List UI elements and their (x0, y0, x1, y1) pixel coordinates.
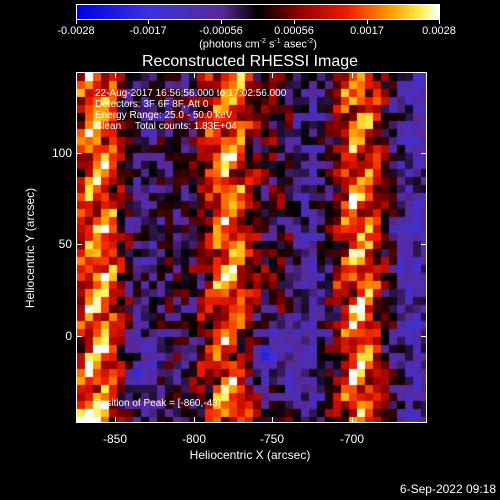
x-axis-label: Heliocentric X (arcsec) (189, 448, 311, 462)
colorbar-label: 0.0028 (422, 25, 456, 37)
plot-timestamp: 6-Sep-2022 09:18 (399, 482, 496, 496)
colorbar-tick (367, 19, 368, 24)
colorbar-label: 0.00056 (274, 25, 314, 37)
x-tick (194, 72, 195, 78)
info-detectors: Detectors: 3F 6F 8F, Att 0 (95, 99, 209, 110)
colorbar-tick (148, 19, 149, 24)
y-axis-label: Heliocentric Y (arcsec) (23, 187, 37, 309)
x-tick-label: -850 (102, 432, 128, 446)
colorbar-tick (294, 19, 295, 24)
colorbar-label: 0.0017 (350, 25, 384, 37)
x-tick (352, 417, 353, 423)
colorbar-tick (221, 19, 222, 24)
x-tick-label: -700 (339, 432, 365, 446)
x-tick-label: -800 (181, 432, 207, 446)
info-total-counts: Clean Total counts: 1.83E+04 (95, 121, 237, 132)
x-tick-label: -750 (259, 432, 285, 446)
y-tick (76, 336, 82, 337)
y-tick-label: 0 (65, 329, 72, 343)
heatmap (77, 73, 426, 422)
colorbar-unit: (photons cm-2 s-1 asec-2) (199, 38, 317, 51)
x-tick (115, 72, 116, 78)
y-tick (76, 153, 82, 154)
x-tick (115, 417, 116, 423)
colorbar-label: -0.0017 (129, 25, 167, 37)
colorbar (76, 4, 440, 20)
y-tick (421, 153, 427, 154)
y-tick-label: 100 (51, 146, 72, 160)
y-tick-label: 50 (58, 237, 72, 251)
colorbar-label: -0.0028 (57, 25, 95, 37)
x-tick (272, 417, 273, 423)
x-tick (272, 72, 273, 78)
y-tick (421, 244, 427, 245)
x-tick (194, 417, 195, 423)
colorbar-gradient (77, 5, 439, 19)
image-title: Reconstructed RHESSI Image (141, 53, 359, 70)
peak-position: Position of Peak = [-860,-43] (94, 398, 221, 409)
colorbar-tick (76, 19, 77, 24)
info-energy-range: Energy Range: 25.0 - 50.0 keV (95, 110, 233, 121)
colorbar-tick (439, 19, 440, 24)
info-time-range: 22-Aug-2017 16:56:56.000 to 17:02:56.000 (95, 88, 287, 99)
image-plot (76, 72, 427, 423)
y-tick (76, 244, 82, 245)
x-tick (352, 72, 353, 78)
colorbar-label: -0.00056 (199, 25, 243, 37)
y-tick (421, 336, 427, 337)
